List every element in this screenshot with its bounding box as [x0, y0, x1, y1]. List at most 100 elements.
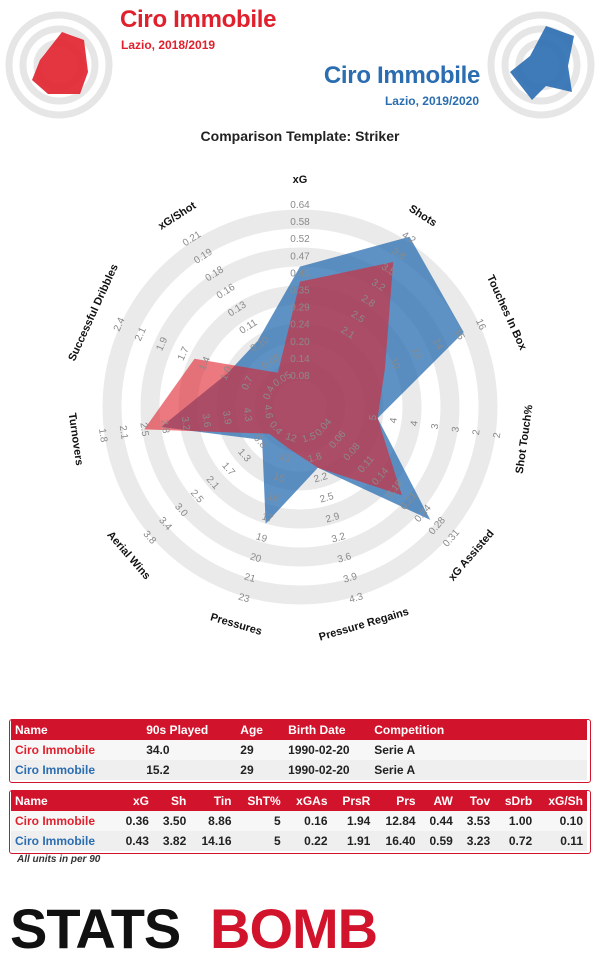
radar-ring: [140, 247, 460, 567]
axis-label: Shots: [407, 203, 439, 230]
stats-table-frame: [9, 790, 591, 854]
player-name-cell: Ciro Immobile: [11, 740, 143, 760]
player2-name: Ciro Immobile: [323, 62, 480, 89]
tick-label: 2.5: [137, 422, 150, 438]
tick-label: 0.20: [290, 337, 310, 348]
tick-label: 12: [409, 347, 424, 362]
tick-label: 1.7: [176, 345, 192, 363]
table-cell: 0.44: [419, 811, 457, 831]
table-cell: 1.00: [494, 811, 537, 831]
tick-label: 4: [388, 417, 400, 425]
table-cell: 0.16: [284, 811, 332, 831]
table-cell: 16.40: [374, 831, 420, 851]
player2-radar-thumbnail: [487, 11, 595, 119]
tick-label: 15: [452, 327, 467, 342]
tick-label: 4.3: [348, 591, 365, 606]
column-header: Tov: [456, 791, 495, 811]
tick-label: 1.9: [155, 335, 171, 353]
tick-label: 4.3: [241, 407, 254, 423]
tick-label: 0.52: [290, 234, 310, 245]
tick-label: 2: [471, 428, 483, 436]
table-cell: 34.0: [142, 740, 237, 760]
column-header: xGAs: [284, 791, 332, 811]
table-cell: 3.53: [456, 811, 495, 831]
table-row: Ciro Immobile 0.36 3.50 8.86 5 0.16 1.94 12.84 0…: [11, 811, 587, 831]
series-1-area: [144, 262, 402, 496]
column-header: Name: [11, 720, 143, 740]
tick-label: 3.2: [330, 531, 347, 546]
column-header: AW: [419, 791, 457, 811]
tick-label: 0.64: [290, 200, 310, 211]
tick-label: 3.6: [336, 551, 353, 566]
table-cell: 12.84: [374, 811, 420, 831]
table-cell: 0.22: [284, 831, 332, 851]
radar-ring: [102, 209, 498, 605]
table-cell: 1.91: [331, 831, 375, 851]
player-name-cell: Ciro Immobile: [11, 811, 116, 831]
column-header: Competition: [370, 720, 587, 740]
column-header: Sh: [152, 791, 191, 811]
tick-label: 2: [492, 431, 504, 439]
tick-label: 10: [387, 356, 402, 371]
table-cell: 5: [235, 831, 285, 851]
tick-label: 1.8: [307, 451, 324, 466]
table-cell: Serie A: [370, 740, 587, 760]
tick-label: 1.5: [301, 431, 318, 446]
column-header: PrsR: [331, 791, 375, 811]
column-header: sDrb: [494, 791, 537, 811]
tick-label: 23: [237, 592, 251, 606]
column-header: xG: [115, 791, 153, 811]
tick-label: 2.2: [313, 471, 330, 486]
stats-table: Name xG Sh Tin ShT% xGAs PrsR Prs AW Tov sDrb xG/Sh…: [11, 791, 587, 851]
logo-text-bomb: BOMB: [210, 898, 377, 958]
tick-label: 5: [368, 414, 380, 422]
tick-label: 21: [243, 572, 257, 586]
tick-label: 2.1: [117, 425, 130, 441]
tick-label: 1.4: [197, 355, 213, 373]
tick-label: 13: [278, 451, 292, 465]
axis-label: Touches In Box: [484, 273, 529, 353]
tick-label: 3: [430, 423, 442, 431]
tick-label: 3.6: [199, 413, 212, 429]
tick-label: 0.24: [290, 320, 310, 331]
tick-label: 19: [255, 531, 269, 545]
table-cell: 0.43: [115, 831, 153, 851]
chart-title: Comparison Template: Striker: [200, 128, 400, 144]
tick-label: 0.29: [290, 303, 310, 314]
tick-label: 16: [266, 491, 280, 505]
axis-label: Turnovers: [66, 412, 85, 466]
table-cell: 3.82: [152, 831, 191, 851]
table-cell: 3.50: [152, 811, 191, 831]
table-cell: 1990-02-20: [284, 760, 371, 780]
tick-label: 3.9: [342, 571, 359, 586]
tick-label: 14: [430, 337, 445, 352]
tick-label: 0.08: [290, 371, 310, 382]
table-cell: 3.23: [456, 831, 495, 851]
column-header: Tin: [190, 791, 236, 811]
units-note: All units in per 90: [17, 854, 101, 865]
axis-label: Pressure Regains: [318, 606, 411, 644]
table-cell: 29: [236, 740, 285, 760]
tick-label: 0.7: [240, 374, 256, 392]
table-cell: 0.72: [494, 831, 537, 851]
column-header: xG/Sh: [536, 791, 587, 811]
axis-label: xG: [293, 174, 308, 186]
tick-label: 1.0: [219, 364, 235, 382]
tick-label: 0.4: [261, 384, 277, 402]
table-cell: 1.94: [331, 811, 375, 831]
tick-label: 3.9: [220, 410, 233, 426]
logo-text-stats: STATS: [10, 898, 180, 958]
tick-label: 2.4: [112, 316, 128, 334]
tick-label: 0.35: [290, 286, 310, 297]
player1-name: Ciro Immobile: [120, 6, 277, 33]
tick-label: 12: [284, 431, 298, 445]
table-cell: 1990-02-20: [284, 740, 371, 760]
tick-label: 3.2: [179, 416, 192, 432]
table-cell: 0.10: [536, 811, 587, 831]
info-table-header: Name 90s Played Age Birth Date Competition: [11, 720, 587, 740]
tick-label: 2.5: [319, 491, 336, 506]
table-row: Ciro Immobile 15.2 29 1990-02-20 Serie A: [11, 760, 587, 780]
table-cell: 15.2: [142, 760, 237, 780]
table-cell: 5: [235, 811, 285, 831]
column-header: Prs: [374, 791, 420, 811]
